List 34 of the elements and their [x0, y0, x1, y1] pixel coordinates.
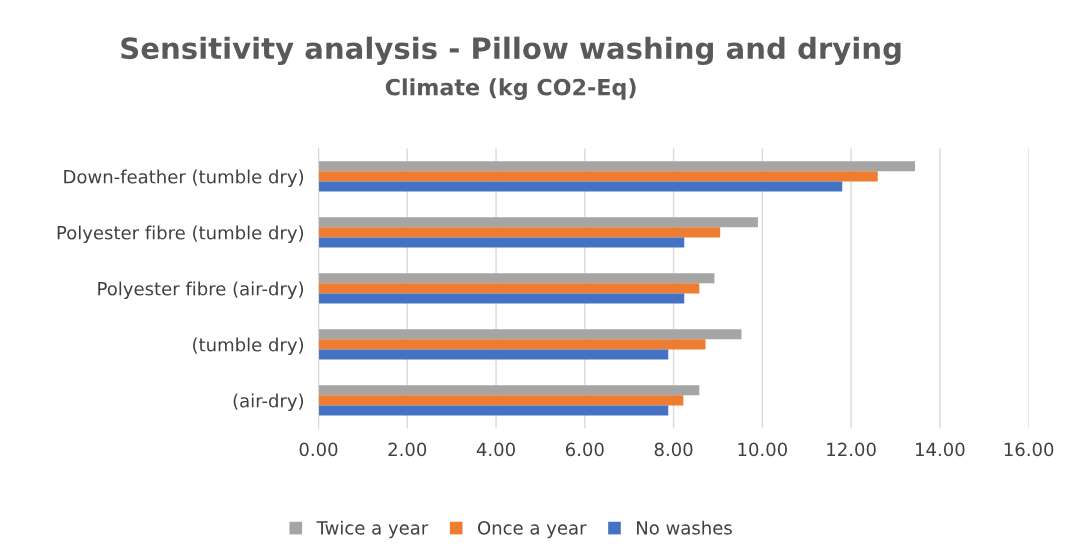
y-tick-label: Down-feather (tumble dry) — [64, 169, 304, 188]
legend-label: Twice a year — [316, 520, 429, 539]
bar — [318, 181, 843, 192]
x-tick-label: 14.00 — [916, 442, 965, 457]
bar — [318, 283, 700, 294]
x-tick-label: 12.00 — [827, 442, 876, 457]
bar — [318, 385, 700, 396]
bar — [318, 349, 669, 360]
bar — [318, 395, 684, 406]
bar — [318, 405, 669, 416]
bar — [318, 293, 685, 304]
y-tick-label: (air-dry) — [233, 393, 304, 412]
x-tick-label: 2.00 — [388, 442, 427, 457]
x-tick-label: 4.00 — [476, 442, 515, 457]
x-tick-label: 16.00 — [1004, 442, 1054, 457]
chart-title: Sensitivity analysis - Pillow washing and drying — [121, 36, 901, 66]
x-tick-label: 6.00 — [565, 442, 604, 457]
chart-subtitle: Climate (kg CO2-Eq) — [385, 78, 636, 100]
bar — [318, 227, 721, 238]
y-tick-label: (tumble dry) — [193, 337, 304, 356]
bar — [318, 161, 916, 172]
bar — [318, 329, 742, 340]
bar — [318, 273, 715, 284]
bar — [318, 171, 878, 182]
x-tick-label: 8.00 — [654, 442, 693, 457]
y-tick-label: Polyester fibre (tumble dry) — [57, 225, 304, 244]
bar — [318, 237, 685, 248]
legend-label: Once a year — [478, 520, 587, 539]
bar — [318, 217, 758, 228]
bar — [318, 339, 706, 350]
legend-label: No washes — [637, 520, 732, 535]
x-tick-label: 10.00 — [738, 442, 787, 457]
x-tick-label: 0.00 — [299, 442, 338, 457]
y-tick-label: Polyester fibre (air-dry) — [98, 281, 304, 300]
